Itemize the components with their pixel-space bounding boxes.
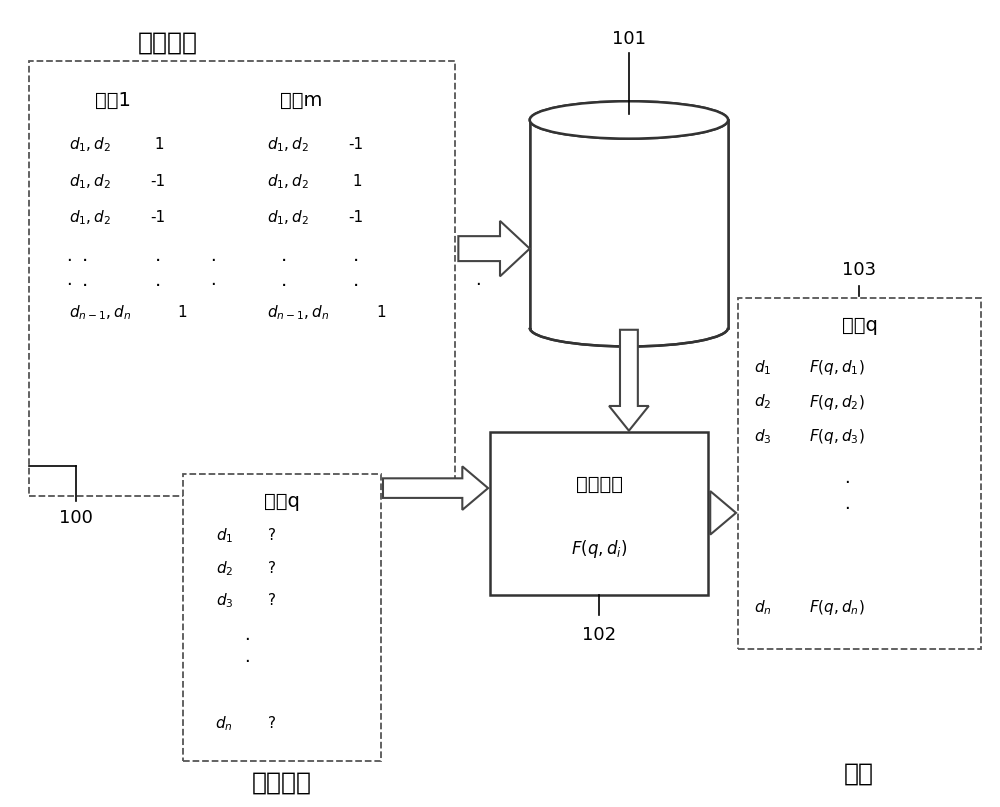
Polygon shape	[609, 330, 649, 431]
Text: $F(q, d_n)$: $F(q, d_n)$	[809, 598, 865, 617]
Text: $d_3$: $d_3$	[754, 427, 772, 446]
Text: .: .	[475, 247, 481, 265]
Text: ?: ?	[268, 561, 276, 575]
Polygon shape	[710, 491, 736, 534]
Text: .: .	[844, 495, 850, 513]
Polygon shape	[458, 221, 530, 276]
Text: 查询m: 查询m	[280, 90, 323, 110]
Text: $d_{n-1}, d_n$: $d_{n-1}, d_n$	[69, 303, 131, 322]
Text: .: .	[82, 271, 89, 290]
Text: $F(q, d_3)$: $F(q, d_3)$	[809, 427, 865, 446]
Text: $F(q, d_2)$: $F(q, d_2)$	[809, 392, 865, 412]
Text: .: .	[607, 271, 613, 289]
Text: .: .	[244, 648, 250, 667]
Text: $d_1$: $d_1$	[754, 358, 771, 377]
Text: .: .	[244, 625, 250, 644]
Text: -1: -1	[150, 174, 165, 189]
Text: 1: 1	[150, 137, 164, 153]
Text: -1: -1	[348, 211, 363, 225]
Text: 102: 102	[582, 625, 616, 644]
Text: 查询q: 查询q	[264, 492, 300, 512]
Text: 测试数据: 测试数据	[252, 771, 312, 795]
Text: $d_2$: $d_2$	[216, 559, 233, 578]
Text: $d_1, d_2$: $d_1, d_2$	[267, 208, 309, 228]
Bar	[183, 475, 381, 761]
Text: ?: ?	[268, 528, 276, 543]
Text: $d_1, d_2$: $d_1, d_2$	[69, 136, 111, 154]
Text: 103: 103	[842, 261, 877, 279]
Text: .: .	[211, 271, 216, 289]
Text: $M(q, d_i, d_j)$: $M(q, d_i, d_j)$	[587, 236, 671, 261]
Text: .: .	[211, 247, 216, 265]
Text: .: .	[66, 271, 72, 289]
Text: 评分函数: 评分函数	[576, 475, 623, 493]
Text: 1: 1	[376, 305, 386, 320]
Text: .: .	[281, 271, 287, 290]
Text: $d_n$: $d_n$	[215, 714, 233, 733]
Text: ?: ?	[268, 716, 276, 731]
Text: 模型训练: 模型训练	[605, 185, 652, 203]
Text: 1: 1	[348, 174, 363, 189]
Text: .: .	[155, 246, 161, 265]
Text: $d_{n-1}, d_n$: $d_{n-1}, d_n$	[267, 303, 329, 322]
Text: .: .	[475, 271, 481, 289]
Text: $F(q, d_i)$: $F(q, d_i)$	[571, 538, 627, 560]
Text: $d_1, d_2$: $d_1, d_2$	[69, 208, 111, 228]
Bar	[490, 432, 708, 595]
Text: .: .	[281, 246, 287, 265]
Text: $d_1, d_2$: $d_1, d_2$	[267, 172, 309, 190]
Ellipse shape	[530, 101, 728, 139]
Text: ?: ?	[268, 593, 276, 608]
Text: 1: 1	[178, 305, 187, 320]
Text: .: .	[353, 246, 359, 265]
Text: $d_2$: $d_2$	[754, 393, 771, 412]
Text: $d_1$: $d_1$	[216, 526, 233, 545]
Text: 100: 100	[59, 508, 93, 527]
Text: -1: -1	[150, 211, 165, 225]
Text: 101: 101	[612, 30, 646, 48]
Text: .: .	[607, 247, 613, 265]
Text: .: .	[155, 271, 161, 290]
Text: -1: -1	[348, 137, 363, 153]
Text: $d_3$: $d_3$	[216, 592, 233, 610]
Text: .: .	[66, 247, 72, 265]
Text: 查询1: 查询1	[95, 90, 131, 110]
Polygon shape	[383, 466, 488, 510]
Text: $d_1, d_2$: $d_1, d_2$	[69, 172, 111, 190]
Text: $F(q, d_1)$: $F(q, d_1)$	[809, 358, 865, 377]
Text: $d_n$: $d_n$	[754, 599, 772, 617]
Text: 查询q: 查询q	[842, 316, 877, 336]
Bar	[29, 61, 455, 496]
Text: .: .	[82, 246, 89, 265]
Text: 训练数据: 训练数据	[138, 31, 198, 55]
Bar	[530, 120, 728, 328]
Text: .: .	[844, 469, 850, 487]
Text: .: .	[353, 271, 359, 290]
Bar	[738, 298, 981, 650]
Text: 排序: 排序	[844, 761, 874, 785]
Bar	[530, 120, 728, 328]
Text: $d_1, d_2$: $d_1, d_2$	[267, 136, 309, 154]
Ellipse shape	[530, 101, 728, 139]
